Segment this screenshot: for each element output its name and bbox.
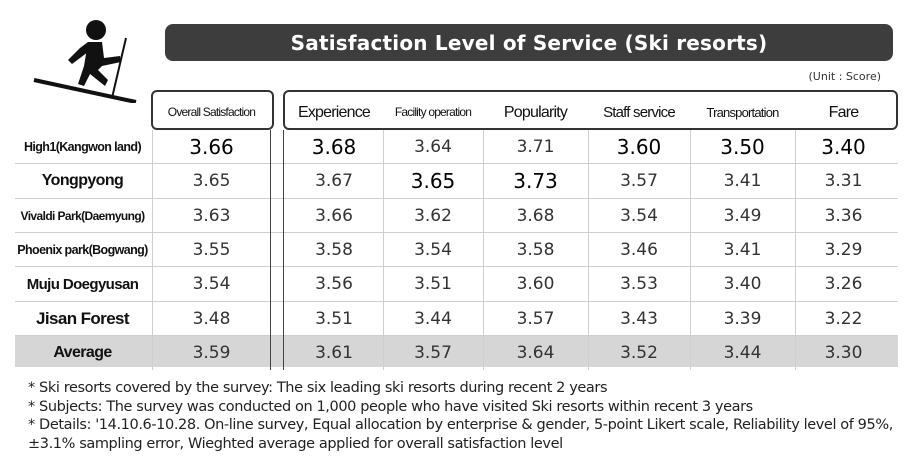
table-cell: 3.54 [620, 205, 658, 226]
table-cell: 3.57 [414, 342, 452, 363]
table-cell: 3.64 [516, 342, 555, 363]
table-cell: 3.46 [620, 239, 658, 260]
overall-header-box [151, 90, 274, 130]
table-cell: 3.56 [315, 274, 353, 295]
table-cell: 3.60 [516, 274, 555, 295]
table-cell: 3.54 [414, 239, 452, 260]
row-label: Phoenix park(Bogwang) [17, 242, 148, 257]
row-divider [15, 197, 898, 199]
table-cell: 3.67 [315, 171, 353, 192]
row-label: Average [53, 343, 112, 361]
row-divider [15, 334, 898, 336]
table-cell: 3.66 [315, 205, 353, 226]
column-header-fare: Fare [828, 103, 860, 121]
row-label: Vivaldi Park(Daemyung) [20, 208, 146, 223]
table-cell: 3.71 [516, 137, 555, 157]
column-header-staff: Staff service [603, 103, 676, 121]
table-cell: 3.26 [824, 274, 863, 295]
column-header-facility: Facility operation [394, 104, 472, 119]
row-label: Yongpyong [41, 172, 124, 190]
table-cell: 3.39 [723, 308, 762, 329]
column-divider [690, 130, 691, 371]
table-cell: 3.49 [723, 205, 762, 226]
table-cell: 3.61 [315, 342, 353, 363]
table-cell: 3.63 [192, 205, 231, 226]
column-header-popularity: Popularity [503, 103, 568, 121]
row-label: Jisan Forest [36, 308, 130, 328]
table-cell: 3.22 [824, 308, 863, 329]
table-cell: 3.29 [824, 239, 863, 260]
table-cell: 3.48 [192, 308, 231, 329]
table-cell: 3.40 [723, 274, 762, 295]
column-divider [588, 130, 589, 371]
note-3: * Details: '14.10.6-10.28. On-line surve… [28, 417, 893, 433]
column-divider [795, 130, 796, 371]
column-divider [270, 130, 271, 371]
column-header-experience: Experience [297, 103, 371, 121]
table-cell: 3.41 [723, 171, 762, 192]
table-cell: 3.64 [414, 137, 452, 157]
skier-icon [33, 20, 137, 103]
table-cell: 3.65 [410, 169, 456, 194]
page-title: Satisfaction Level of Service (Ski resor… [165, 24, 893, 61]
sub-headers-box [283, 90, 898, 130]
note-2: * Subjects: The survey was conducted on … [28, 398, 753, 415]
table-cell: 3.31 [824, 171, 863, 192]
row-divider [15, 231, 898, 233]
table-cell: 3.44 [723, 342, 762, 363]
column-divider [483, 130, 484, 371]
table-cell: 3.68 [516, 205, 555, 226]
table-cell: 3.53 [620, 274, 658, 295]
column-divider [283, 130, 284, 371]
row-label: High1(Kangwon land) [23, 140, 142, 154]
row-label: Muju Doegyusan [26, 275, 139, 293]
table-cell: 3.30 [824, 342, 863, 363]
column-divider [383, 130, 384, 371]
note-4: ±3.1% sampling error, Wieghted average a… [28, 435, 563, 452]
table-cell: 3.73 [513, 169, 558, 194]
table-cell: 3.58 [516, 239, 555, 260]
table-cell: 3.41 [723, 239, 762, 260]
table-cell: 3.68 [311, 135, 357, 159]
table-cell: 3.43 [620, 308, 658, 329]
table-cell: 3.66 [189, 135, 234, 159]
row-divider [15, 163, 898, 165]
table-cell: 3.54 [192, 274, 231, 295]
table-cell: 3.40 [821, 135, 866, 159]
table-cell: 3.51 [414, 274, 452, 295]
table-cell: 3.62 [414, 205, 452, 226]
footnotes: * Ski resorts covered by the survey: The… [28, 379, 898, 453]
table-cell: 3.60 [616, 135, 662, 159]
table-cell: 3.50 [720, 135, 765, 159]
column-header-overall: Overall Satisfaction [167, 104, 256, 119]
table-cell: 3.65 [192, 171, 231, 192]
table-cell: 3.44 [414, 308, 452, 329]
average-row-background [15, 335, 898, 367]
table-cell: 3.55 [192, 239, 231, 260]
note-1: * Ski resorts covered by the survey: The… [28, 380, 608, 396]
table-cell: 3.52 [620, 342, 658, 363]
table-cell: 3.59 [192, 342, 231, 363]
row-divider [15, 266, 898, 268]
table-cell: 3.51 [315, 308, 353, 329]
unit-label: (Unit : Score) [808, 70, 881, 83]
column-header-transportation: Transportation [706, 104, 779, 120]
column-divider [152, 130, 153, 371]
row-divider [15, 300, 898, 302]
table-cell: 3.57 [620, 171, 658, 192]
table-cell: 3.57 [516, 308, 555, 329]
table-cell: 3.58 [315, 239, 353, 260]
table-cell: 3.36 [824, 205, 863, 226]
